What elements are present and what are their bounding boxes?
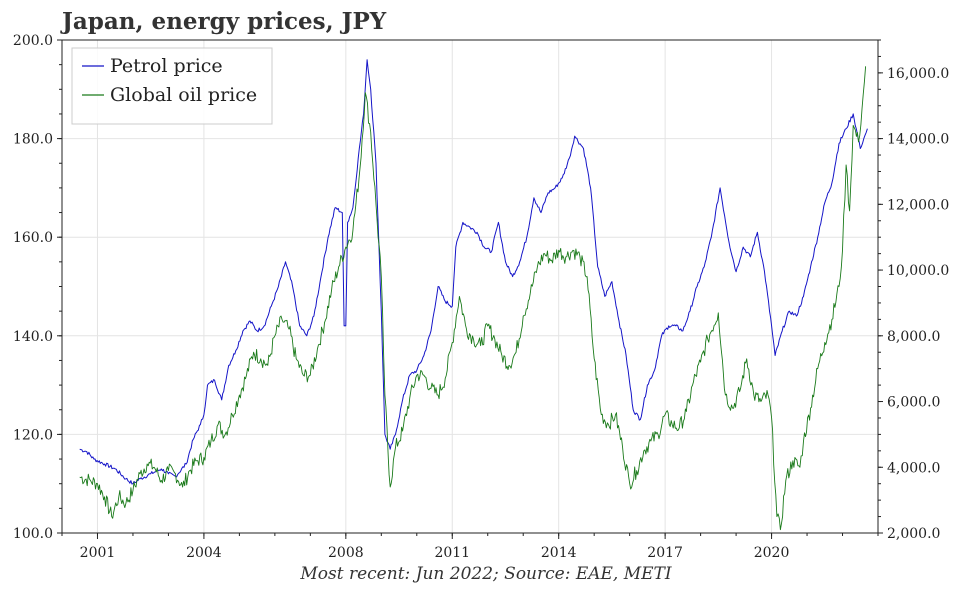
y-right-tick-label: 6,000.0 <box>887 395 940 411</box>
y-right-tick-label: 4,000.0 <box>887 460 940 476</box>
x-tick-label: 2004 <box>186 545 222 561</box>
y-right-tick-label: 8,000.0 <box>887 329 940 345</box>
x-tick-label: 2014 <box>541 545 577 561</box>
y-left-tick-label: 100.0 <box>13 526 53 542</box>
y-right-tick-label: 2,000.0 <box>887 526 940 542</box>
y-left-tick-label: 180.0 <box>13 132 53 148</box>
y-right-tick-label: 10,000.0 <box>887 263 949 279</box>
x-tick-label: 2008 <box>328 545 364 561</box>
y-right-tick-label: 16,000.0 <box>887 66 949 82</box>
series-line-petrol-price <box>79 59 868 485</box>
x-tick-label: 2017 <box>647 545 683 561</box>
x-tick-label: 2011 <box>434 545 470 561</box>
y-left-tick-label: 200.0 <box>13 33 53 49</box>
y-left-tick-label: 140.0 <box>13 329 53 345</box>
chart-title: Japan, energy prices, JPY <box>62 8 387 35</box>
x-tick-label: 2020 <box>754 545 790 561</box>
y-left-tick-label: 120.0 <box>13 427 53 443</box>
legend-box <box>71 47 273 125</box>
y-right-tick-label: 14,000.0 <box>887 132 949 148</box>
chart-caption: Most recent: Jun 2022; Source: EAE, METI <box>300 564 672 584</box>
y-left-tick-label: 160.0 <box>13 230 53 246</box>
legend-label: Petrol price <box>110 55 223 77</box>
x-tick-label: 2001 <box>80 545 116 561</box>
y-right-tick-label: 12,000.0 <box>887 197 949 213</box>
legend-label: Global oil price <box>110 84 257 106</box>
legend: Petrol price Global oil price <box>71 47 273 125</box>
series-line-global-oil-price <box>79 66 867 531</box>
